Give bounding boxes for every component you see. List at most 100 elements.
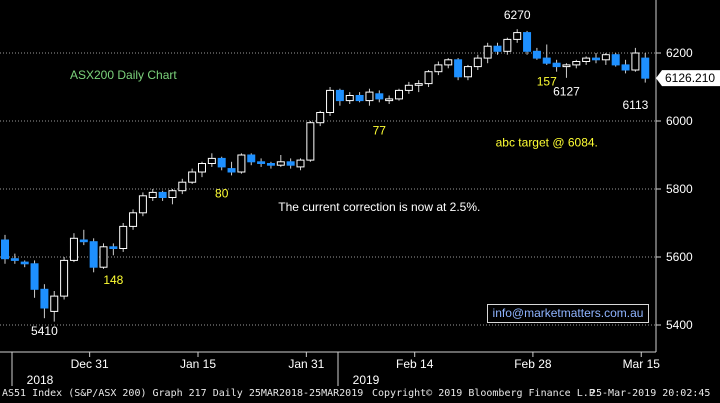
candle-body-27 (266, 163, 275, 166)
candle-body-18 (178, 181, 187, 192)
annotation-5: 157 (537, 74, 557, 88)
candlestick-series (1, 29, 650, 322)
candle-body-11 (109, 246, 118, 250)
candle-body-20 (198, 163, 206, 173)
last-price-tag (656, 70, 720, 87)
last-price-label: 6126.210 (665, 71, 715, 85)
candle-body-35 (345, 95, 354, 102)
x-tick-label-3: Feb 14 (396, 357, 434, 371)
x-tick-label-4: Feb 28 (514, 357, 552, 371)
candle-body-37 (365, 91, 374, 102)
year-label-0: 2018 (27, 373, 54, 386)
annotation-2: 80 (215, 187, 229, 201)
candle-body-36 (355, 95, 364, 102)
asx200-chart: 5400 5600 5800 6000 6200 6126.210 Dec 31 Jan 1… (0, 0, 720, 386)
footer-security: AS51 Index (S&P/ASX 200) Graph 217 Daily… (2, 388, 364, 399)
bloomberg-footer: AS51 Index (S&P/ASX 200) Graph 217 Daily… (0, 386, 720, 403)
candle-body-43 (424, 71, 433, 85)
candle-body-53 (523, 32, 532, 52)
candle-body-15 (148, 191, 157, 198)
candle-body-8 (79, 239, 88, 243)
candle-body-6 (60, 259, 69, 297)
candle-body-47 (463, 66, 472, 78)
candle-body-49 (483, 45, 492, 59)
candle-body-59 (582, 57, 591, 62)
candle-body-64 (631, 52, 640, 71)
candle-body-63 (621, 64, 630, 71)
candle-body-32 (316, 112, 325, 124)
candle-body-0 (1, 239, 9, 260)
candle-body-54 (532, 50, 541, 59)
candle-body-48 (473, 57, 482, 68)
candle-body-1 (10, 258, 19, 261)
candle-body-22 (217, 157, 226, 168)
candle-body-45 (444, 59, 453, 66)
y-tick-label-6200: 6200 (666, 46, 693, 60)
candle-body-19 (188, 171, 197, 183)
y-axis: 5400 5600 5800 6000 6200 6126.210 (655, 0, 720, 352)
annotation-8: abc target @ 6084. (496, 136, 598, 150)
footer-timestamp: 25-Mar-2019 20:02:45 (590, 388, 711, 399)
candle-body-56 (552, 62, 561, 68)
candle-body-31 (306, 122, 315, 161)
annotation-6: 6127 (553, 85, 580, 99)
candle-body-10 (99, 246, 108, 268)
x-tick-label-5: Mar 15 (623, 357, 661, 371)
candle-body-40 (395, 89, 403, 100)
candle-body-33 (326, 89, 335, 114)
candle-body-24 (237, 154, 246, 173)
candle-body-34 (335, 89, 344, 102)
candle-body-57 (562, 64, 571, 68)
candle-body-5 (50, 295, 59, 312)
candle-body-41 (404, 84, 413, 91)
candle-body-17 (168, 190, 177, 198)
candle-body-50 (493, 45, 502, 52)
candle-body-7 (69, 237, 78, 261)
candle-body-65 (641, 57, 650, 79)
website-label[interactable]: info@marketmatters.com.au (487, 304, 649, 323)
candle-body-29 (286, 161, 295, 166)
annotation-1: 148 (103, 273, 123, 287)
candle-body-42 (414, 83, 423, 86)
candle-body-16 (158, 191, 167, 198)
candle-body-3 (30, 263, 39, 290)
candle-body-55 (542, 57, 551, 64)
candle-body-38 (375, 93, 384, 100)
x-tick-label-1: Jan 15 (180, 357, 216, 371)
candle-body-58 (572, 61, 581, 66)
annotation-9: The current correction is now at 2.5%. (278, 200, 480, 214)
candle-body-13 (129, 212, 138, 227)
candle-body-4 (40, 288, 49, 309)
candle-body-46 (454, 59, 463, 78)
annotation-3: 77 (373, 124, 387, 138)
chart-title: ASX200 Daily Chart (70, 68, 177, 82)
candle-body-30 (296, 159, 305, 168)
candle-body-60 (592, 57, 600, 61)
candle-body-26 (257, 161, 266, 165)
x-tick-label-0: Dec 31 (71, 357, 109, 371)
candle-body-9 (89, 241, 98, 268)
candle-body-39 (385, 98, 394, 102)
candle-body-28 (276, 161, 285, 166)
y-tick-label-6000: 6000 (666, 114, 693, 128)
annotation-7: 6113 (622, 98, 648, 112)
candle-body-51 (503, 38, 512, 52)
candle-body-14 (138, 195, 147, 214)
y-tick-label-5600: 5600 (666, 250, 693, 264)
annotation-4: 6270 (504, 8, 531, 22)
x-tick-label-2: Jan 31 (288, 357, 324, 371)
candle-body-21 (207, 157, 216, 164)
candle-body-2 (20, 261, 29, 265)
y-tick-label-5800: 5800 (666, 182, 693, 196)
year-label-1: 2019 (353, 373, 380, 386)
candle-body-52 (513, 32, 522, 40)
candle-body-61 (601, 54, 610, 61)
x-axis: Dec 31 Jan 15 Jan 31 Feb 14 Feb 28 Mar 15 2018… (0, 351, 661, 386)
candle-body-62 (611, 54, 620, 66)
footer-copyright: Copyright© 2019 Bloomberg Finance L.P. (372, 388, 601, 399)
candle-body-12 (119, 225, 128, 249)
candle-body-23 (227, 168, 236, 173)
candle-body-44 (434, 64, 443, 73)
candle-body-25 (247, 154, 256, 163)
